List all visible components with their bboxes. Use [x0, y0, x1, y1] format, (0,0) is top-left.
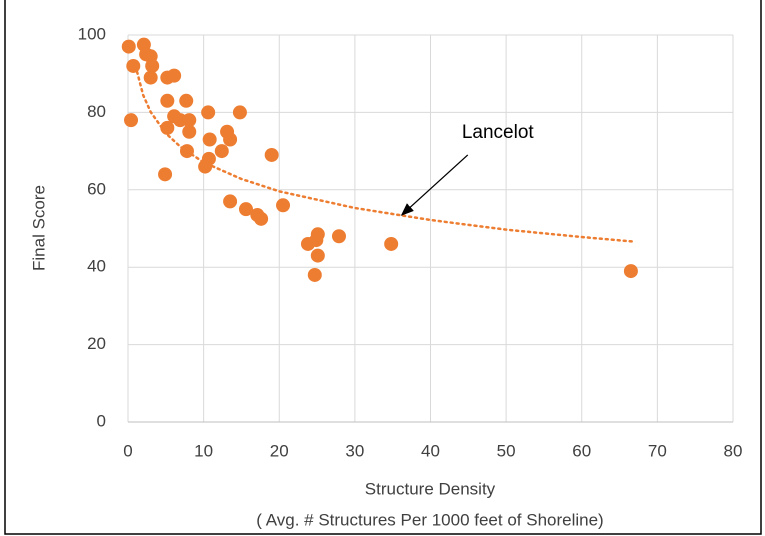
- x-tick-label: 80: [724, 441, 743, 460]
- data-point: [276, 198, 291, 213]
- y-tick-label: 100: [78, 24, 106, 43]
- data-point: [264, 147, 279, 162]
- data-point: [143, 70, 158, 85]
- data-point: [167, 68, 182, 83]
- data-point: [331, 229, 346, 244]
- x-tick-label: 60: [572, 441, 591, 460]
- y-tick-label: 60: [87, 179, 106, 198]
- data-point: [121, 39, 136, 54]
- data-point: [179, 144, 194, 159]
- y-axis-title: Final Score: [29, 185, 48, 271]
- annotation-label: Lancelot: [462, 122, 535, 143]
- data-point: [202, 132, 217, 147]
- x-axis-title: Structure Density: [365, 479, 496, 498]
- data-point: [310, 248, 325, 263]
- x-axis-subtitle: ( Avg. # Structures Per 1000 feet of Sho…: [256, 510, 603, 529]
- trendline: [134, 64, 636, 243]
- data-point: [145, 58, 160, 73]
- data-point: [307, 267, 322, 282]
- data-point: [238, 202, 253, 217]
- data-point: [158, 167, 173, 182]
- x-tick-label: 50: [497, 441, 516, 460]
- x-tick-label: 0: [123, 441, 132, 460]
- data-point: [126, 58, 141, 73]
- y-tick-label: 20: [87, 334, 106, 353]
- data-point: [182, 113, 197, 128]
- data-point: [232, 105, 247, 120]
- data-point: [214, 144, 229, 159]
- data-point: [201, 105, 216, 120]
- x-tick-label: 20: [270, 441, 289, 460]
- data-point: [160, 120, 175, 135]
- annotation-arrow: [400, 154, 469, 216]
- data-point: [179, 93, 194, 108]
- data-point: [384, 236, 399, 251]
- x-tick-label: 10: [194, 441, 213, 460]
- y-tick-label: 40: [87, 257, 106, 276]
- data-point: [124, 113, 139, 128]
- data-point: [310, 227, 325, 242]
- x-tick-label: 70: [648, 441, 667, 460]
- data-point: [254, 211, 269, 226]
- data-point: [182, 124, 197, 139]
- data-point: [623, 264, 638, 279]
- data-point: [160, 93, 175, 108]
- data-point: [198, 159, 213, 174]
- x-tick-label: 40: [421, 441, 440, 460]
- data-point: [223, 194, 238, 209]
- x-tick-label: 30: [345, 441, 364, 460]
- y-tick-label: 0: [97, 411, 106, 430]
- data-point: [223, 132, 238, 147]
- y-tick-label: 80: [87, 102, 106, 121]
